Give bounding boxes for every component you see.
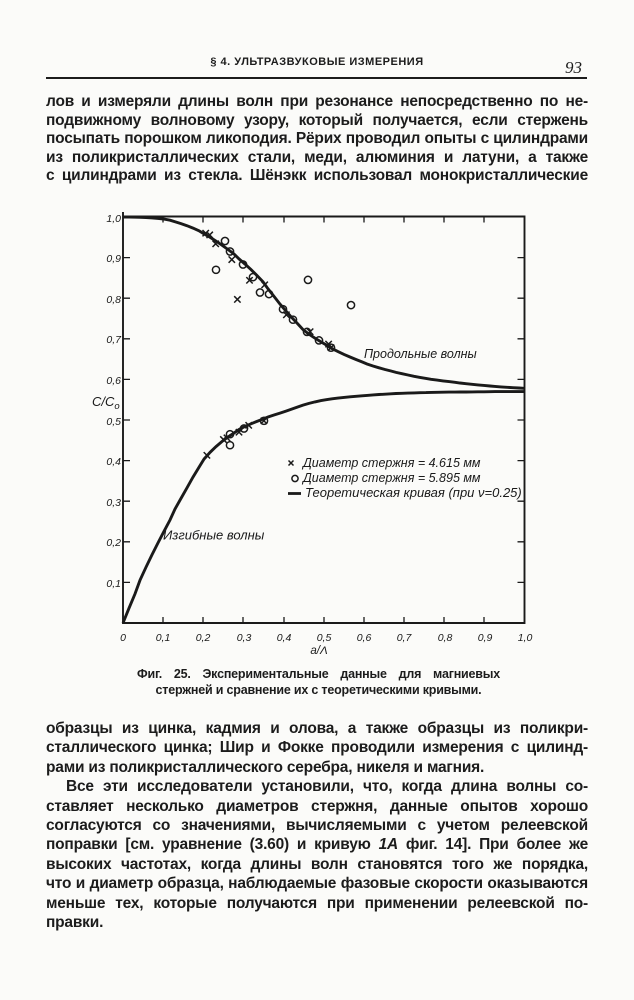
svg-text:0: 0 [120,632,126,644]
svg-text:0,1: 0,1 [156,632,171,644]
svg-text:0,5: 0,5 [106,416,121,428]
svg-text:0,6: 0,6 [106,375,121,387]
svg-text:0,7: 0,7 [106,334,122,346]
svg-text:Изгибные волны: Изгибные волны [163,528,265,543]
svg-text:0,5: 0,5 [317,632,332,644]
svg-text:0,2: 0,2 [196,632,211,644]
svg-text:Диаметр стержня = 5.895 мм: Диаметр стержня = 5.895 мм [301,471,481,485]
svg-text:0,9: 0,9 [106,253,121,265]
svg-text:0,3: 0,3 [237,632,252,644]
svg-text:0,6: 0,6 [357,632,372,644]
svg-text:0,2: 0,2 [106,537,121,549]
svg-text:0,1: 0,1 [106,578,121,590]
svg-text:0,8: 0,8 [438,632,453,644]
svg-text:0,7: 0,7 [397,632,413,644]
svg-text:Продольные волны: Продольные волны [364,347,477,361]
svg-text:1,0: 1,0 [518,632,533,644]
svg-text:0,3: 0,3 [106,497,121,509]
svg-text:1,0: 1,0 [106,213,121,225]
svg-text:Диаметр стержня = 4.615 мм: Диаметр стержня = 4.615 мм [301,456,481,470]
svg-text:Теоретическая кривая (при ν=0.: Теоретическая кривая (при ν=0.25) [305,485,522,500]
svg-text:a/Λ: a/Λ [310,645,328,657]
svg-text:0,9: 0,9 [478,632,493,644]
svg-text:0,8: 0,8 [106,294,121,306]
svg-text:C/Co: C/Co [92,394,120,412]
svg-text:0,4: 0,4 [277,632,292,644]
svg-text:0,4: 0,4 [106,456,121,468]
